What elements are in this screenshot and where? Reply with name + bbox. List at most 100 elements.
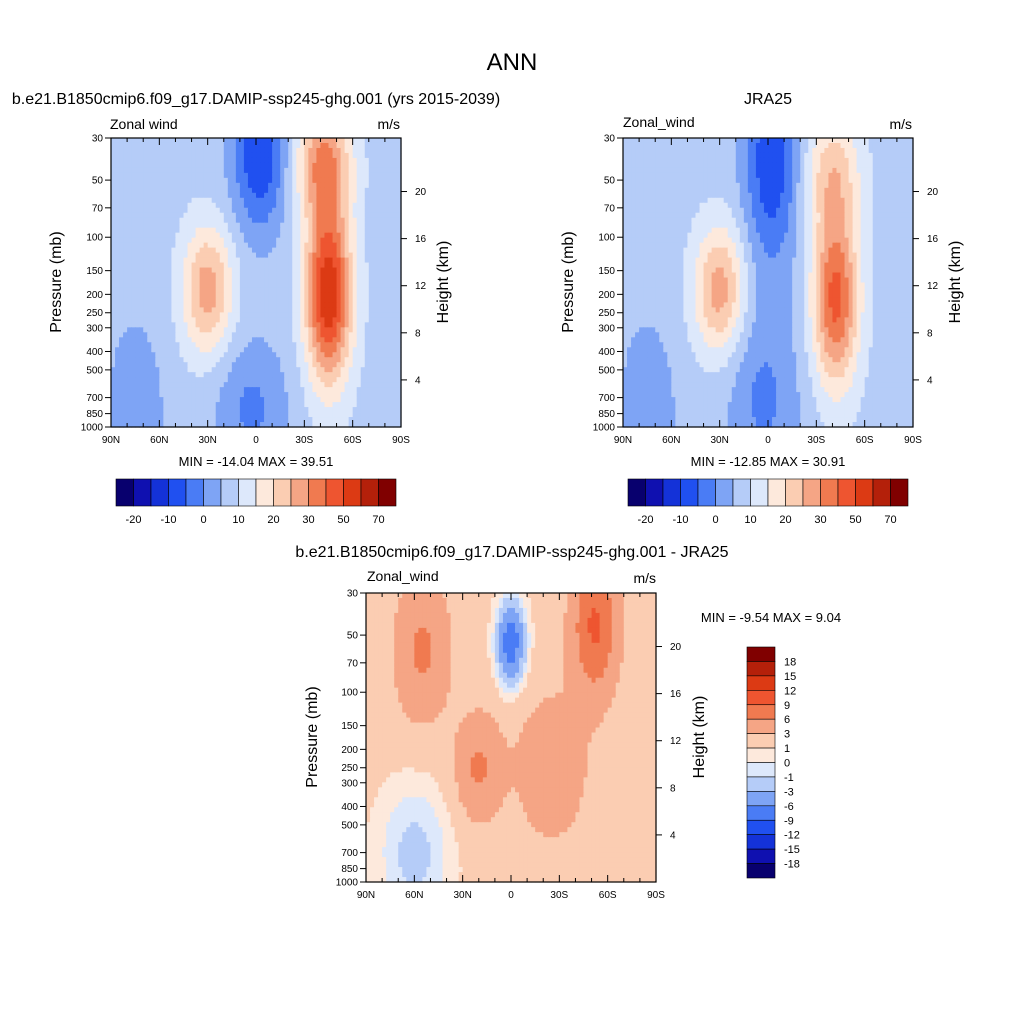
- contour-cell: [336, 252, 342, 259]
- contour-cell: [284, 147, 289, 154]
- contour-cell: [223, 222, 229, 229]
- contour-cell: [759, 172, 765, 179]
- contour-cell: [364, 372, 370, 378]
- contour-cell: [147, 162, 152, 169]
- contour-cell: [260, 282, 265, 289]
- contour-cell: [328, 162, 334, 169]
- contour-cell: [336, 397, 342, 403]
- contour-cell: [239, 347, 245, 353]
- contour-cell: [223, 352, 229, 358]
- contour-cell: [187, 232, 193, 239]
- contour-cell: [171, 402, 177, 408]
- contour-cell: [159, 277, 164, 284]
- contour-cell: [207, 402, 213, 408]
- contour-cell: [159, 417, 164, 423]
- contour-cell: [272, 362, 277, 368]
- contour-cell: [127, 142, 132, 149]
- contour-cell: [784, 172, 789, 179]
- contour-cell: [155, 402, 160, 408]
- contour-cell: [187, 177, 193, 184]
- contour-cell: [256, 397, 261, 403]
- contour-cell: [376, 347, 382, 353]
- contour-cell: [119, 172, 124, 179]
- contour-cell: [260, 412, 265, 418]
- contour-cell: [763, 172, 769, 179]
- contour-cell: [763, 142, 769, 149]
- contour-cell: [284, 267, 289, 274]
- contour-cell: [332, 138, 338, 144]
- contour-cell: [223, 247, 229, 254]
- contour-cell: [195, 377, 201, 383]
- contour-cell: [147, 222, 152, 229]
- contour-cell: [340, 267, 346, 274]
- contour-cell: [256, 422, 261, 428]
- contour-cell: [356, 302, 362, 309]
- contour-cell: [804, 182, 809, 189]
- contour-cell: [219, 177, 225, 184]
- contour-cell: [396, 342, 402, 348]
- contour-cell: [308, 202, 313, 209]
- contour-cell: [203, 147, 209, 154]
- contour-cell: [179, 242, 185, 249]
- contour-cell: [687, 162, 693, 169]
- contour-cell: [288, 422, 293, 428]
- contour-cell: [312, 222, 318, 229]
- contour-cell: [372, 342, 378, 348]
- contour-cell: [199, 262, 205, 269]
- contour-cell: [695, 182, 701, 189]
- contour-cell: [159, 162, 164, 169]
- contour-cell: [247, 387, 253, 393]
- contour-cell: [143, 307, 148, 313]
- contour-cell: [896, 152, 902, 159]
- contour-cell: [320, 297, 326, 304]
- contour-cell: [135, 402, 140, 408]
- contour-cell: [296, 392, 301, 398]
- contour-cell: [360, 352, 366, 358]
- contour-cell: [352, 247, 358, 254]
- contour-cell: [388, 222, 394, 229]
- contour-cell: [336, 212, 342, 219]
- contour-cell: [356, 277, 362, 284]
- contour-cell: [239, 307, 245, 313]
- contour-cell: [147, 407, 152, 413]
- contour-cell: [304, 138, 309, 144]
- contour-cell: [143, 232, 148, 239]
- contour-cell: [352, 402, 358, 408]
- contour-cell: [755, 172, 761, 179]
- contour-cell: [251, 342, 257, 348]
- contour-cell: [256, 307, 261, 313]
- contour-cell: [239, 192, 245, 199]
- contour-cell: [308, 292, 313, 299]
- colorbar-label: 0: [200, 514, 206, 526]
- contour-cell: [131, 357, 136, 363]
- contour-cell: [123, 212, 128, 219]
- colorbar-label: 10: [232, 514, 244, 526]
- contour-cell: [256, 352, 261, 358]
- contour-cell: [207, 157, 213, 164]
- contour-cell: [364, 247, 370, 254]
- contour-cell: [256, 327, 261, 333]
- contour-cell: [191, 182, 197, 189]
- contour-cell: [223, 337, 229, 343]
- contour-cell: [340, 187, 346, 194]
- contour-cell: [123, 342, 128, 348]
- contour-cell: [247, 372, 253, 378]
- contour-cell: [364, 182, 370, 189]
- contour-cell: [320, 282, 326, 289]
- contour-cell: [191, 352, 197, 358]
- contour-cell: [792, 138, 797, 144]
- contour-cell: [396, 392, 402, 398]
- contour-cell: [167, 417, 173, 423]
- contour-cell: [111, 402, 116, 408]
- contour-cell: [207, 237, 213, 244]
- contour-cell: [392, 197, 398, 204]
- contour-cell: [195, 172, 201, 179]
- contour-cell: [388, 287, 394, 294]
- contour-cell: [280, 392, 285, 398]
- contour-cell: [876, 138, 882, 144]
- contour-cell: [143, 277, 148, 284]
- contour-cell: [332, 327, 338, 333]
- contour-cell: [276, 192, 281, 199]
- contour-cell: [699, 138, 705, 144]
- contour-cell: [167, 337, 173, 343]
